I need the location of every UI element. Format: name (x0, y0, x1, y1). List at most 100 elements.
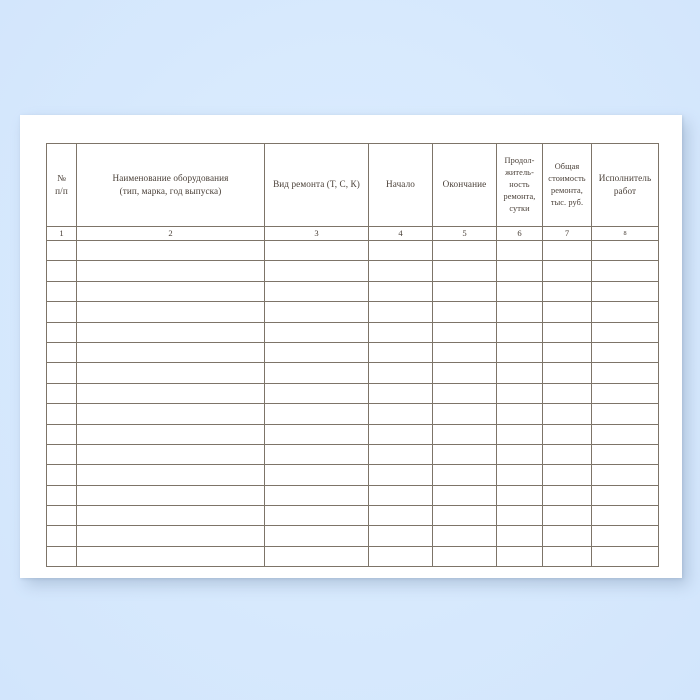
cell-repair_type[interactable] (264, 341, 369, 364)
cell-duration[interactable] (496, 443, 543, 466)
cell-contractor[interactable] (591, 362, 659, 384)
cell-equipment_name[interactable] (76, 321, 265, 343)
cell-end[interactable] (432, 505, 497, 527)
cell-number[interactable] (46, 362, 77, 384)
cell-start[interactable] (368, 341, 433, 364)
cell-repair_type[interactable] (264, 239, 369, 262)
cell-number[interactable] (46, 260, 77, 282)
cell-repair_type[interactable] (264, 464, 369, 486)
cell-number[interactable] (46, 484, 77, 507)
cell-repair_type[interactable] (264, 382, 369, 405)
cell-number[interactable] (46, 341, 77, 364)
cell-equipment_name[interactable] (76, 382, 265, 405)
cell-equipment_name[interactable] (76, 525, 265, 547)
cell-equipment_name[interactable] (76, 464, 265, 486)
cell-repair_type[interactable] (264, 484, 369, 507)
cell-start[interactable] (368, 239, 433, 262)
cell-number[interactable] (46, 505, 77, 527)
cell-number[interactable] (46, 301, 77, 323)
cell-end[interactable] (432, 525, 497, 547)
cell-equipment_name[interactable] (76, 280, 265, 303)
cell-start[interactable] (368, 301, 433, 323)
cell-start[interactable] (368, 423, 433, 445)
cell-end[interactable] (432, 464, 497, 486)
cell-end[interactable] (432, 443, 497, 466)
cell-total_cost[interactable] (542, 505, 592, 527)
cell-equipment_name[interactable] (76, 484, 265, 507)
cell-equipment_name[interactable] (76, 362, 265, 384)
cell-repair_type[interactable] (264, 403, 369, 425)
cell-start[interactable] (368, 280, 433, 303)
cell-number[interactable] (46, 280, 77, 303)
cell-contractor[interactable] (591, 545, 659, 568)
cell-repair_type[interactable] (264, 301, 369, 323)
cell-total_cost[interactable] (542, 545, 592, 568)
cell-number[interactable] (46, 525, 77, 547)
cell-end[interactable] (432, 403, 497, 425)
cell-total_cost[interactable] (542, 484, 592, 507)
cell-end[interactable] (432, 423, 497, 445)
cell-repair_type[interactable] (264, 525, 369, 547)
cell-start[interactable] (368, 464, 433, 486)
cell-total_cost[interactable] (542, 464, 592, 486)
cell-duration[interactable] (496, 260, 543, 282)
cell-number[interactable] (46, 464, 77, 486)
cell-equipment_name[interactable] (76, 403, 265, 425)
cell-end[interactable] (432, 484, 497, 507)
cell-repair_type[interactable] (264, 505, 369, 527)
cell-contractor[interactable] (591, 525, 659, 547)
cell-contractor[interactable] (591, 403, 659, 425)
cell-number[interactable] (46, 443, 77, 466)
cell-contractor[interactable] (591, 382, 659, 405)
cell-equipment_name[interactable] (76, 301, 265, 323)
cell-duration[interactable] (496, 525, 543, 547)
cell-number[interactable] (46, 239, 77, 262)
cell-contractor[interactable] (591, 260, 659, 282)
cell-duration[interactable] (496, 484, 543, 507)
cell-duration[interactable] (496, 545, 543, 568)
cell-start[interactable] (368, 443, 433, 466)
cell-duration[interactable] (496, 382, 543, 405)
cell-duration[interactable] (496, 239, 543, 262)
cell-duration[interactable] (496, 341, 543, 364)
cell-end[interactable] (432, 341, 497, 364)
cell-contractor[interactable] (591, 505, 659, 527)
cell-end[interactable] (432, 382, 497, 405)
cell-repair_type[interactable] (264, 545, 369, 568)
cell-total_cost[interactable] (542, 260, 592, 282)
cell-number[interactable] (46, 423, 77, 445)
cell-contractor[interactable] (591, 464, 659, 486)
cell-number[interactable] (46, 403, 77, 425)
cell-duration[interactable] (496, 505, 543, 527)
cell-start[interactable] (368, 545, 433, 568)
cell-repair_type[interactable] (264, 321, 369, 343)
cell-total_cost[interactable] (542, 423, 592, 445)
cell-contractor[interactable] (591, 443, 659, 466)
cell-repair_type[interactable] (264, 280, 369, 303)
cell-start[interactable] (368, 321, 433, 343)
cell-start[interactable] (368, 484, 433, 507)
cell-repair_type[interactable] (264, 443, 369, 466)
cell-start[interactable] (368, 362, 433, 384)
cell-duration[interactable] (496, 423, 543, 445)
cell-equipment_name[interactable] (76, 545, 265, 568)
cell-contractor[interactable] (591, 321, 659, 343)
cell-total_cost[interactable] (542, 301, 592, 323)
cell-duration[interactable] (496, 301, 543, 323)
cell-end[interactable] (432, 362, 497, 384)
cell-contractor[interactable] (591, 484, 659, 507)
cell-repair_type[interactable] (264, 362, 369, 384)
cell-end[interactable] (432, 260, 497, 282)
cell-total_cost[interactable] (542, 362, 592, 384)
cell-end[interactable] (432, 545, 497, 568)
cell-number[interactable] (46, 321, 77, 343)
cell-end[interactable] (432, 321, 497, 343)
cell-total_cost[interactable] (542, 280, 592, 303)
cell-total_cost[interactable] (542, 403, 592, 425)
cell-equipment_name[interactable] (76, 505, 265, 527)
cell-end[interactable] (432, 280, 497, 303)
cell-equipment_name[interactable] (76, 239, 265, 262)
cell-duration[interactable] (496, 321, 543, 343)
cell-total_cost[interactable] (542, 341, 592, 364)
cell-total_cost[interactable] (542, 321, 592, 343)
